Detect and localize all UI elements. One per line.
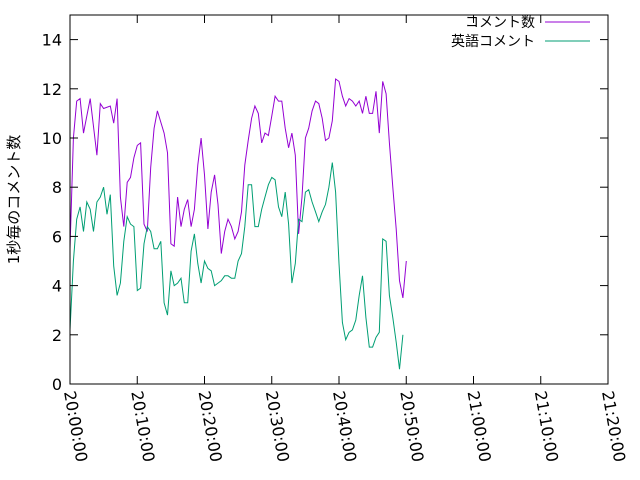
- legend-label-2: 英語コメント: [451, 33, 535, 50]
- series-line-2: [69, 162, 404, 370]
- series-line-1: [69, 78, 407, 298]
- y-tick-label: 6: [52, 227, 62, 246]
- y-axis-label: 1秒毎のコメント数: [5, 135, 23, 265]
- legend-label-1: コメント数: [465, 15, 535, 31]
- plot-frame: [69, 14, 609, 385]
- x-tick-label: 20:10:00: [127, 389, 158, 463]
- y-tick-label: 12: [42, 80, 62, 99]
- series-layer: [69, 78, 407, 370]
- x-tick-label: 21:20:00: [598, 389, 629, 463]
- y-tick-label: 2: [52, 326, 62, 345]
- x-tick-label: 20:30:00: [262, 389, 293, 463]
- y-tick-label: 10: [42, 129, 62, 148]
- y-tick-label: 0: [52, 375, 62, 394]
- y-tick-label: 14: [42, 31, 62, 50]
- x-axis: 20:00:00 20:10:00 20:20:00 20:30:00 20:40:00…: [60, 15, 629, 463]
- x-tick-label: 20:20:00: [195, 389, 226, 463]
- x-tick-label: 20:00:00: [60, 389, 91, 463]
- y-tick-label: 4: [52, 277, 62, 296]
- y-tick-label: 8: [52, 178, 62, 197]
- x-tick-label: 20:40:00: [329, 389, 360, 463]
- x-tick-label: 21:00:00: [464, 389, 495, 463]
- x-tick-label: 20:50:00: [396, 389, 427, 463]
- x-tick-label: 21:10:00: [531, 389, 562, 463]
- y-axis: 0 2 4 6 8 10 12 14: [42, 31, 608, 394]
